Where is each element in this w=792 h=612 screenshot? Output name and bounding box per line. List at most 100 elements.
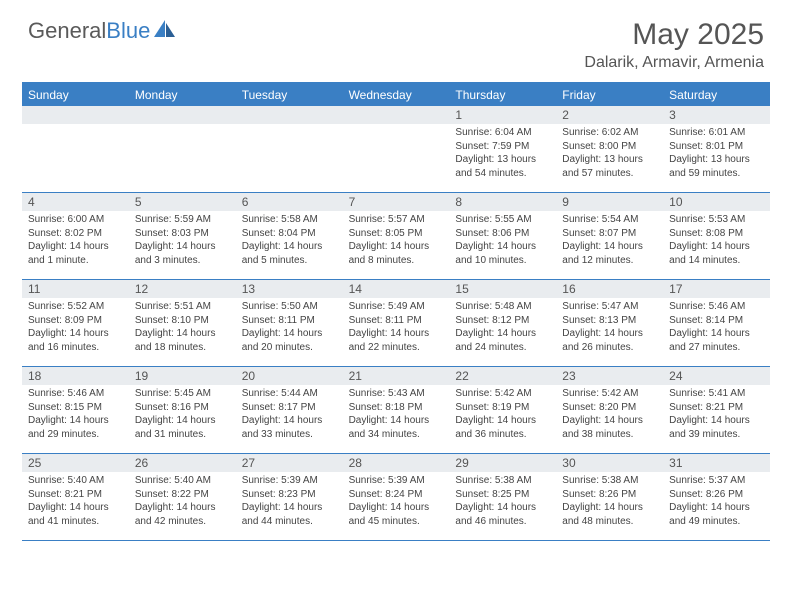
week-row: 18Sunrise: 5:46 AMSunset: 8:15 PMDayligh… (22, 367, 770, 454)
day-cell: 14Sunrise: 5:49 AMSunset: 8:11 PMDayligh… (343, 280, 450, 366)
day-cell: 11Sunrise: 5:52 AMSunset: 8:09 PMDayligh… (22, 280, 129, 366)
dow-cell: Sunday (22, 84, 129, 106)
sunrise-text: Sunrise: 5:43 AM (349, 387, 444, 401)
daylight-text: Daylight: 14 hours and 29 minutes. (28, 414, 123, 441)
day-number: 28 (343, 454, 450, 472)
sunset-text: Sunset: 8:19 PM (455, 401, 550, 415)
day-body: Sunrise: 5:47 AMSunset: 8:13 PMDaylight:… (556, 298, 663, 358)
daylight-text: Daylight: 14 hours and 26 minutes. (562, 327, 657, 354)
day-cell: 13Sunrise: 5:50 AMSunset: 8:11 PMDayligh… (236, 280, 343, 366)
day-body: Sunrise: 6:04 AMSunset: 7:59 PMDaylight:… (449, 124, 556, 184)
week-row: 4Sunrise: 6:00 AMSunset: 8:02 PMDaylight… (22, 193, 770, 280)
day-number: 5 (129, 193, 236, 211)
day-cell: 21Sunrise: 5:43 AMSunset: 8:18 PMDayligh… (343, 367, 450, 453)
day-cell: 26Sunrise: 5:40 AMSunset: 8:22 PMDayligh… (129, 454, 236, 540)
daylight-text: Daylight: 14 hours and 24 minutes. (455, 327, 550, 354)
sunset-text: Sunset: 8:07 PM (562, 227, 657, 241)
day-number (343, 106, 450, 124)
day-body: Sunrise: 5:55 AMSunset: 8:06 PMDaylight:… (449, 211, 556, 271)
sunset-text: Sunset: 8:18 PM (349, 401, 444, 415)
day-body: Sunrise: 5:50 AMSunset: 8:11 PMDaylight:… (236, 298, 343, 358)
day-number: 14 (343, 280, 450, 298)
daylight-text: Daylight: 14 hours and 39 minutes. (669, 414, 764, 441)
sunset-text: Sunset: 8:23 PM (242, 488, 337, 502)
daylight-text: Daylight: 14 hours and 10 minutes. (455, 240, 550, 267)
sunrise-text: Sunrise: 5:46 AM (669, 300, 764, 314)
day-number: 6 (236, 193, 343, 211)
day-number: 30 (556, 454, 663, 472)
sunset-text: Sunset: 8:00 PM (562, 140, 657, 154)
sunset-text: Sunset: 8:01 PM (669, 140, 764, 154)
day-body: Sunrise: 5:44 AMSunset: 8:17 PMDaylight:… (236, 385, 343, 445)
day-body: Sunrise: 5:49 AMSunset: 8:11 PMDaylight:… (343, 298, 450, 358)
sunset-text: Sunset: 8:26 PM (562, 488, 657, 502)
sunrise-text: Sunrise: 5:44 AM (242, 387, 337, 401)
day-body: Sunrise: 5:39 AMSunset: 8:23 PMDaylight:… (236, 472, 343, 532)
day-number: 22 (449, 367, 556, 385)
sunset-text: Sunset: 8:09 PM (28, 314, 123, 328)
day-number (236, 106, 343, 124)
daylight-text: Daylight: 14 hours and 14 minutes. (669, 240, 764, 267)
day-cell: 17Sunrise: 5:46 AMSunset: 8:14 PMDayligh… (663, 280, 770, 366)
sunset-text: Sunset: 8:17 PM (242, 401, 337, 415)
day-cell: 8Sunrise: 5:55 AMSunset: 8:06 PMDaylight… (449, 193, 556, 279)
sunrise-text: Sunrise: 5:51 AM (135, 300, 230, 314)
dow-cell: Thursday (449, 84, 556, 106)
sunrise-text: Sunrise: 5:57 AM (349, 213, 444, 227)
day-body: Sunrise: 5:59 AMSunset: 8:03 PMDaylight:… (129, 211, 236, 271)
sunset-text: Sunset: 8:16 PM (135, 401, 230, 415)
daylight-text: Daylight: 13 hours and 57 minutes. (562, 153, 657, 180)
week-row: 25Sunrise: 5:40 AMSunset: 8:21 PMDayligh… (22, 454, 770, 541)
day-cell: 22Sunrise: 5:42 AMSunset: 8:19 PMDayligh… (449, 367, 556, 453)
day-number: 3 (663, 106, 770, 124)
day-cell: 1Sunrise: 6:04 AMSunset: 7:59 PMDaylight… (449, 106, 556, 192)
day-cell (22, 106, 129, 192)
sunrise-text: Sunrise: 5:40 AM (28, 474, 123, 488)
daylight-text: Daylight: 14 hours and 18 minutes. (135, 327, 230, 354)
page-title: May 2025 (584, 18, 764, 52)
day-cell: 28Sunrise: 5:39 AMSunset: 8:24 PMDayligh… (343, 454, 450, 540)
daylight-text: Daylight: 14 hours and 33 minutes. (242, 414, 337, 441)
day-cell: 6Sunrise: 5:58 AMSunset: 8:04 PMDaylight… (236, 193, 343, 279)
day-body: Sunrise: 5:39 AMSunset: 8:24 PMDaylight:… (343, 472, 450, 532)
sunrise-text: Sunrise: 5:49 AM (349, 300, 444, 314)
daylight-text: Daylight: 14 hours and 8 minutes. (349, 240, 444, 267)
sunset-text: Sunset: 8:12 PM (455, 314, 550, 328)
sunrise-text: Sunrise: 6:04 AM (455, 126, 550, 140)
day-body: Sunrise: 5:58 AMSunset: 8:04 PMDaylight:… (236, 211, 343, 271)
sunset-text: Sunset: 8:21 PM (28, 488, 123, 502)
dow-cell: Friday (556, 84, 663, 106)
daylight-text: Daylight: 13 hours and 59 minutes. (669, 153, 764, 180)
day-cell: 31Sunrise: 5:37 AMSunset: 8:26 PMDayligh… (663, 454, 770, 540)
day-number: 15 (449, 280, 556, 298)
day-cell: 2Sunrise: 6:02 AMSunset: 8:00 PMDaylight… (556, 106, 663, 192)
logo: GeneralBlue (28, 18, 176, 44)
day-cell: 25Sunrise: 5:40 AMSunset: 8:21 PMDayligh… (22, 454, 129, 540)
day-number: 18 (22, 367, 129, 385)
day-number: 11 (22, 280, 129, 298)
sunrise-text: Sunrise: 5:58 AM (242, 213, 337, 227)
day-cell: 12Sunrise: 5:51 AMSunset: 8:10 PMDayligh… (129, 280, 236, 366)
day-cell: 20Sunrise: 5:44 AMSunset: 8:17 PMDayligh… (236, 367, 343, 453)
day-body: Sunrise: 5:46 AMSunset: 8:14 PMDaylight:… (663, 298, 770, 358)
daylight-text: Daylight: 14 hours and 5 minutes. (242, 240, 337, 267)
day-body: Sunrise: 5:54 AMSunset: 8:07 PMDaylight:… (556, 211, 663, 271)
sunrise-text: Sunrise: 5:53 AM (669, 213, 764, 227)
day-body: Sunrise: 5:38 AMSunset: 8:26 PMDaylight:… (556, 472, 663, 532)
daylight-text: Daylight: 14 hours and 1 minute. (28, 240, 123, 267)
dow-cell: Saturday (663, 84, 770, 106)
daylight-text: Daylight: 14 hours and 31 minutes. (135, 414, 230, 441)
day-body: Sunrise: 5:38 AMSunset: 8:25 PMDaylight:… (449, 472, 556, 532)
day-body: Sunrise: 5:57 AMSunset: 8:05 PMDaylight:… (343, 211, 450, 271)
logo-text: GeneralBlue (28, 18, 150, 44)
sunset-text: Sunset: 8:03 PM (135, 227, 230, 241)
day-cell: 16Sunrise: 5:47 AMSunset: 8:13 PMDayligh… (556, 280, 663, 366)
sunset-text: Sunset: 8:06 PM (455, 227, 550, 241)
day-body (129, 124, 236, 130)
day-number: 21 (343, 367, 450, 385)
day-number: 16 (556, 280, 663, 298)
sunrise-text: Sunrise: 5:39 AM (242, 474, 337, 488)
day-number (22, 106, 129, 124)
day-body: Sunrise: 5:40 AMSunset: 8:22 PMDaylight:… (129, 472, 236, 532)
sunset-text: Sunset: 8:11 PM (242, 314, 337, 328)
